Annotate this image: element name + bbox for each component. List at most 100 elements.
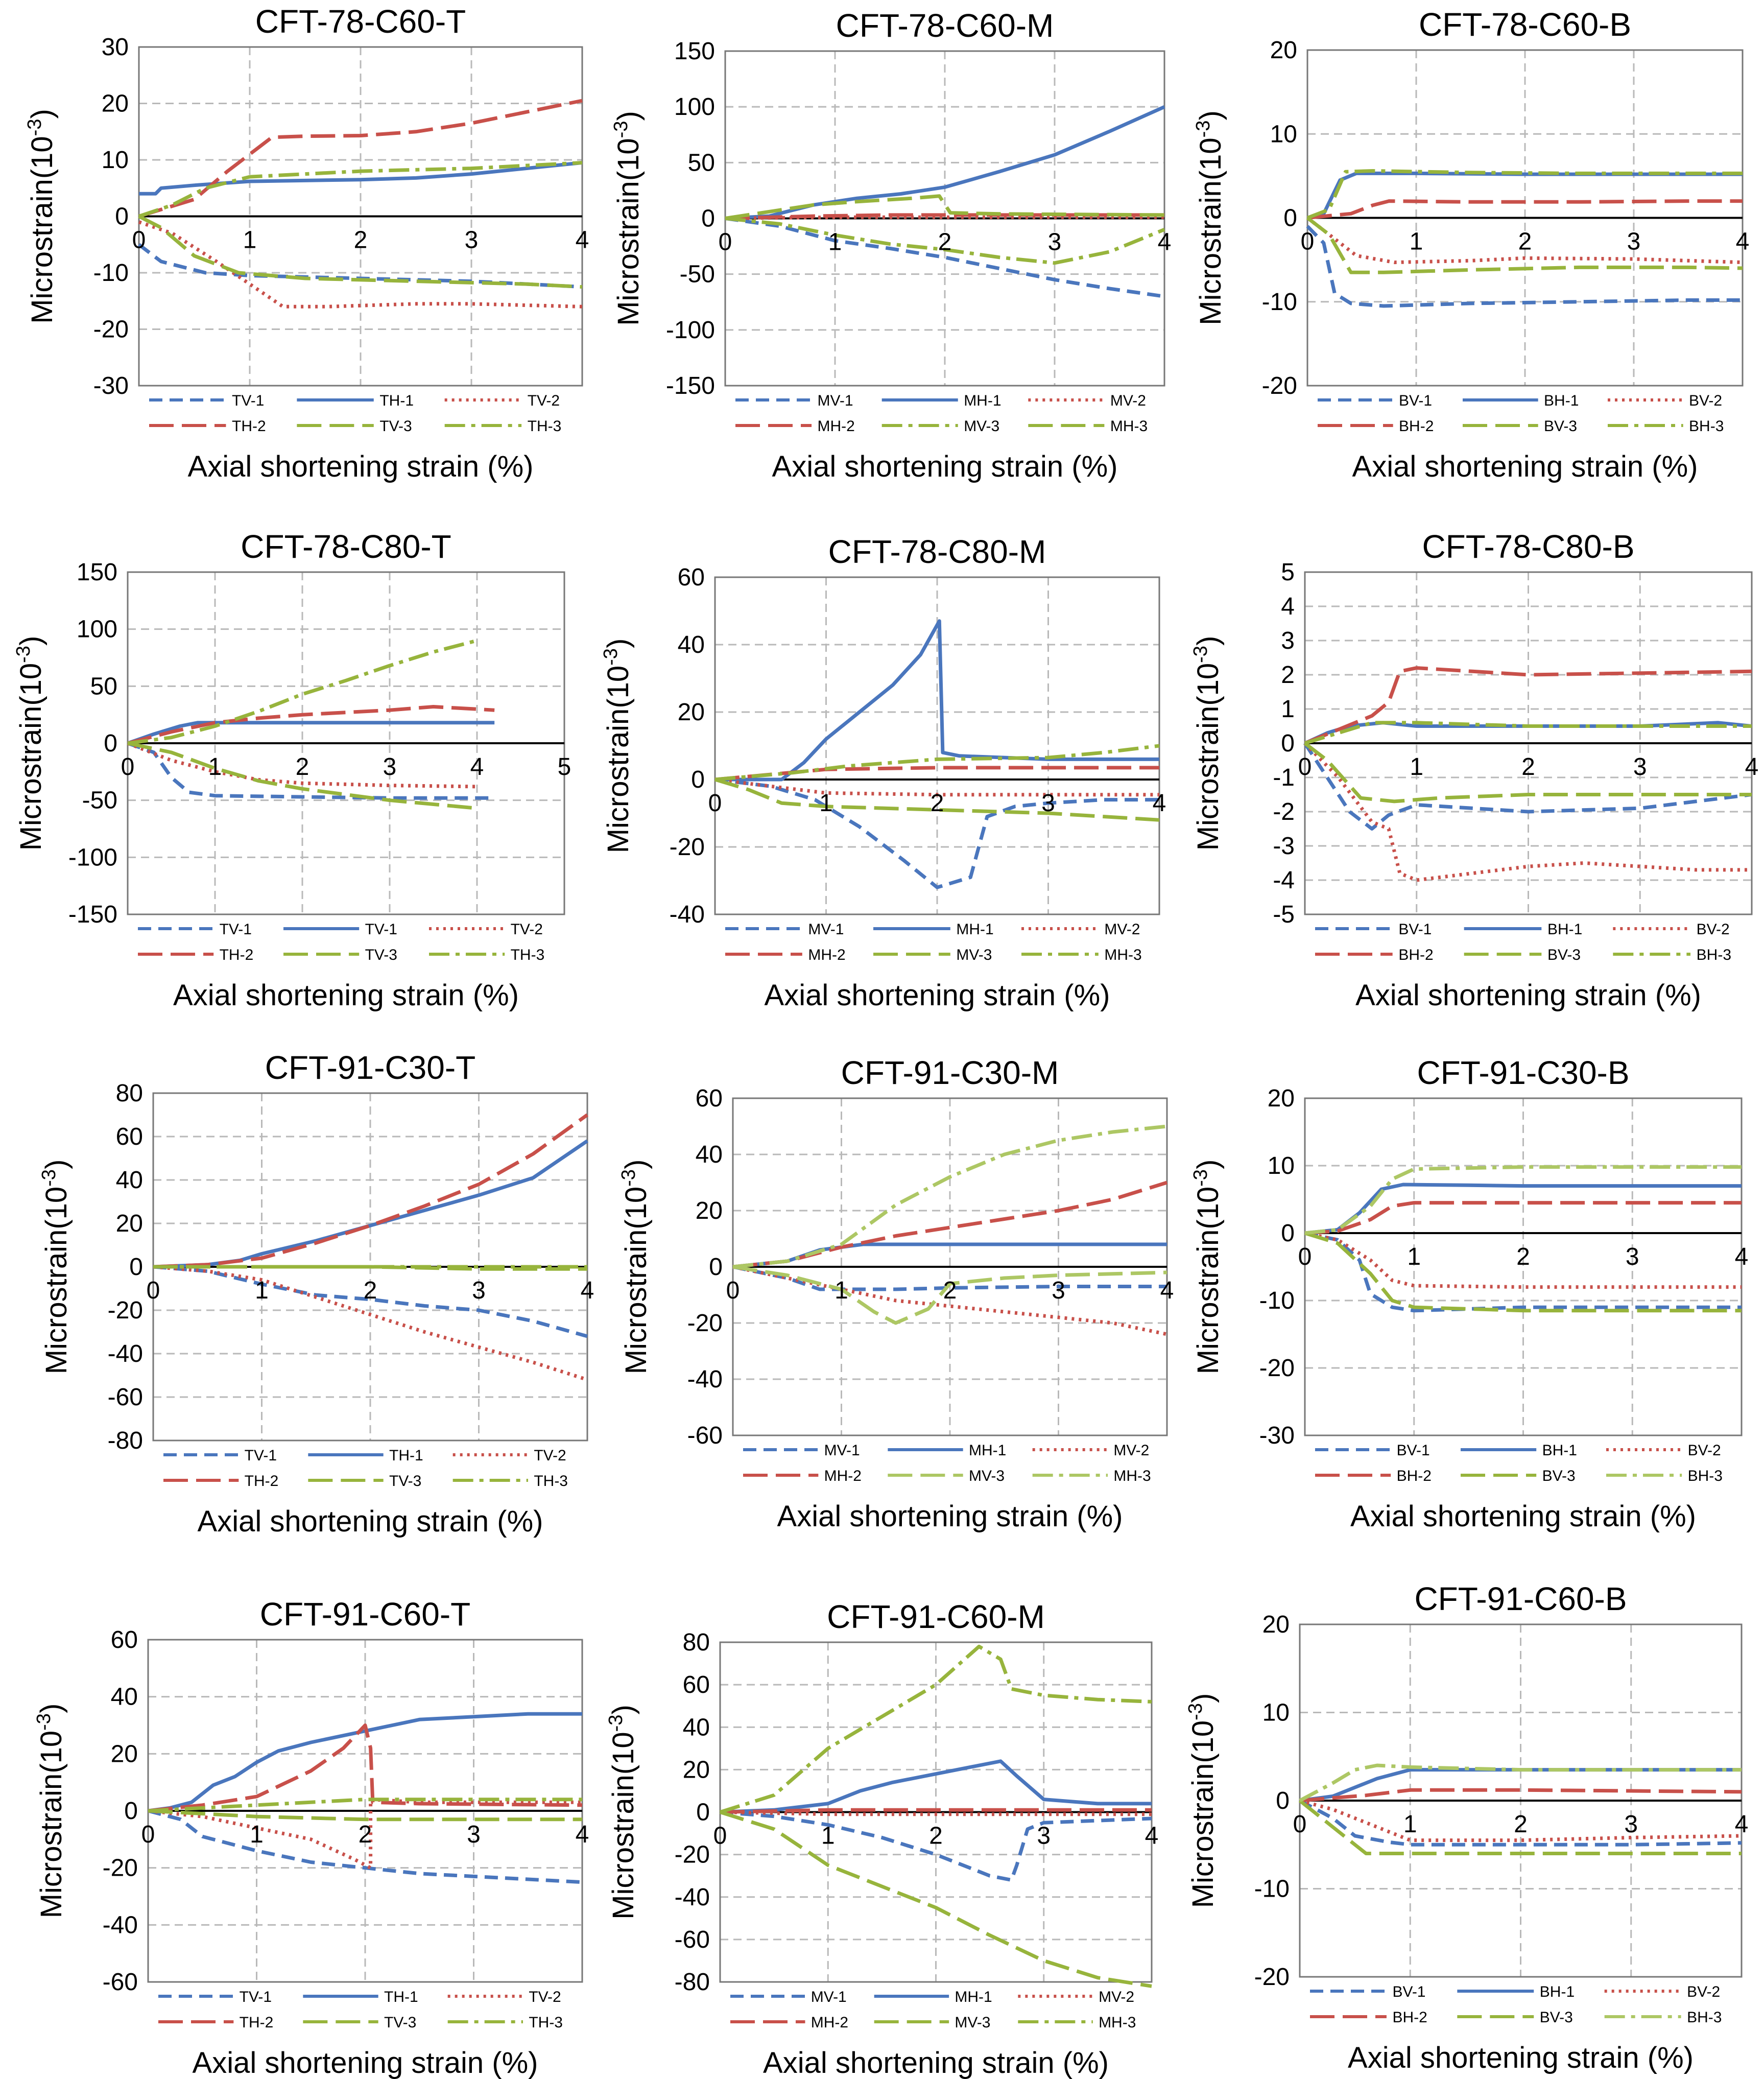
legend-label: BV-2 — [1688, 1442, 1721, 1459]
legend-label: TH-2 — [220, 947, 254, 963]
x-tick-label: 0 — [147, 1277, 160, 1304]
x-tick-label: 0 — [713, 1823, 727, 1850]
legend-label: TV-1 — [245, 1447, 277, 1464]
y-tick-label: -20 — [1262, 372, 1297, 399]
series-line-th-2 — [138, 99, 583, 218]
legend-label: MH-2 — [811, 2014, 848, 2031]
x-axis-label: Axial shortening strain (%) — [765, 979, 1110, 1012]
x-tick-label: 0 — [1298, 1243, 1312, 1270]
legend-label: MV-1 — [811, 1989, 847, 2005]
legend-label: BV-1 — [1398, 921, 1432, 938]
y-tick-label: -40 — [687, 1366, 723, 1393]
y-tick-label: 0 — [1281, 730, 1295, 757]
x-tick-label: 2 — [938, 229, 952, 256]
y-axis-label: Microstrain(10-3) — [24, 109, 59, 324]
legend-label: TV-2 — [511, 921, 543, 938]
series-line-tv-3 — [138, 215, 583, 289]
x-tick-label: 1 — [1410, 228, 1423, 255]
y-tick-label: -10 — [93, 259, 129, 287]
x-tick-label: 5 — [558, 753, 571, 781]
legend-label: MH-1 — [969, 1442, 1006, 1459]
y-axis-label: Microstrain(10-3) — [610, 111, 645, 326]
y-tick-label: 60 — [683, 1671, 710, 1698]
x-axis-label: Axial shortening strain (%) — [1355, 979, 1701, 1012]
legend-label: TV-1 — [220, 921, 252, 938]
legend-label: MH-3 — [1104, 947, 1141, 963]
series-line-bv-2 — [1299, 1799, 1742, 1842]
x-tick-label: 0 — [719, 229, 732, 256]
legend-label: MH-2 — [824, 1468, 862, 1484]
legend-label: BV-1 — [1392, 1983, 1425, 2000]
y-tick-label: 0 — [1283, 205, 1297, 232]
legend-label: TH-3 — [534, 1473, 568, 1490]
series-line-mv-3 — [714, 777, 1160, 822]
series-line-th-3 — [127, 639, 478, 745]
y-tick-label: 150 — [77, 559, 117, 586]
chart-title: CFT-91-C30-T — [265, 1049, 476, 1086]
legend-label: MH-1 — [956, 921, 993, 938]
series-line-th-2 — [153, 1113, 589, 1269]
y-axis-label: Microstrain(10-3) — [1190, 1160, 1225, 1375]
series-line-bv-3 — [1298, 1799, 1742, 1855]
x-axis-label: Axial shortening strain (%) — [777, 1500, 1123, 1533]
y-tick-label: 0 — [1276, 1787, 1290, 1814]
legend-label: TV-2 — [534, 1447, 566, 1464]
legend-label: MH-1 — [955, 1989, 992, 2005]
legend-label: MV-1 — [818, 392, 853, 409]
y-axis-label: Microstrain(10-3) — [618, 1160, 653, 1375]
legend-label: MH-3 — [1110, 418, 1148, 435]
y-tick-label: 0 — [709, 1254, 723, 1281]
chart-title: CFT-91-C60-B — [1414, 1580, 1627, 1617]
legend-label: BH-2 — [1397, 1468, 1432, 1484]
y-tick-label: -60 — [108, 1384, 143, 1411]
y-tick-label: -150 — [68, 901, 117, 928]
legend-label: TV-3 — [379, 418, 412, 435]
series-line-bv-1 — [1306, 225, 1743, 308]
x-tick-label: 0 — [121, 753, 135, 781]
x-tick-label: 0 — [726, 1277, 740, 1304]
series-line-mh-2 — [732, 1180, 1168, 1269]
y-tick-label: 2 — [1281, 662, 1295, 689]
y-tick-label: 3 — [1281, 627, 1295, 654]
legend-label: MH-2 — [818, 418, 855, 435]
y-tick-label: 4 — [1281, 593, 1295, 620]
y-tick-label: 10 — [1268, 1152, 1295, 1179]
x-tick-label: 1 — [835, 1277, 848, 1304]
x-tick-label: 4 — [1735, 1811, 1749, 1838]
series-line-bv-1 — [1304, 1231, 1742, 1313]
legend-label: BH-2 — [1392, 2009, 1427, 2026]
y-tick-label: 1 — [1281, 696, 1295, 723]
series-line-mh-2 — [720, 1808, 1152, 1814]
x-tick-label: 1 — [1410, 753, 1423, 781]
legend-label: BV-2 — [1697, 921, 1730, 938]
x-tick-label: 3 — [467, 1821, 481, 1848]
series-line-bh-3 — [1304, 721, 1752, 745]
y-tick-label: -10 — [1254, 1876, 1290, 1903]
series-line-bh-3 — [1306, 169, 1743, 220]
y-tick-label: -40 — [675, 1884, 710, 1911]
chart-title: CFT-91-C60-T — [260, 1596, 471, 1633]
y-tick-label: 10 — [102, 147, 129, 174]
legend-label: BH-1 — [1542, 1442, 1577, 1459]
series-line-mv-1 — [725, 217, 1165, 298]
y-axis-label: Microstrain(10-3) — [605, 1705, 640, 1920]
x-tick-label: 3 — [472, 1277, 486, 1304]
series-line-tv-3 — [127, 741, 478, 810]
x-tick-label: 1 — [1407, 1243, 1421, 1270]
legend-label: MV-1 — [824, 1442, 860, 1459]
y-tick-label: 40 — [683, 1714, 710, 1741]
series-line-th-2 — [127, 705, 495, 745]
y-tick-label: -20 — [103, 1855, 138, 1882]
series-line-mh-1 — [720, 1759, 1152, 1814]
series-line-mv-2 — [720, 1810, 1152, 1816]
x-tick-label: 3 — [1052, 1277, 1065, 1304]
x-axis-label: Axial shortening strain (%) — [1350, 1500, 1696, 1533]
legend-label: BV-2 — [1689, 392, 1722, 409]
legend-label: BH-3 — [1689, 418, 1724, 435]
x-tick-label: 1 — [1403, 1811, 1417, 1838]
y-tick-label: 20 — [683, 1756, 710, 1783]
y-tick-label: 20 — [111, 1740, 138, 1767]
legend-label: MH-3 — [1113, 1468, 1151, 1484]
